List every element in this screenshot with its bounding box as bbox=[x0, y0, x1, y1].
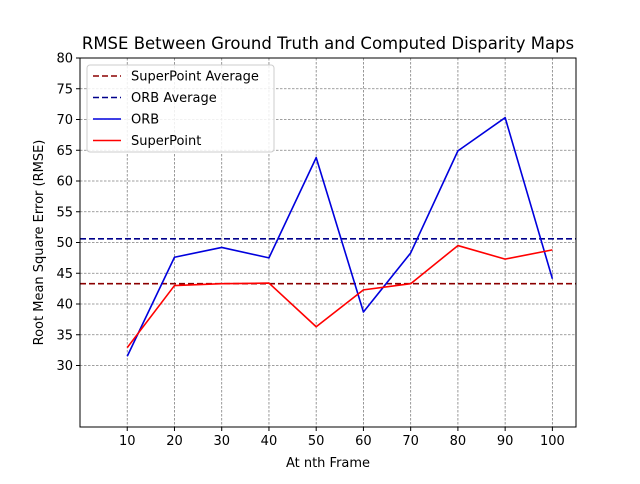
y-axis-title: Root Mean Square Error (RMSE) bbox=[32, 140, 47, 346]
x-tick-label: 20 bbox=[166, 434, 183, 449]
x-tick-label: 50 bbox=[308, 434, 325, 449]
y-tick-label: 30 bbox=[56, 359, 73, 374]
x-tick-label: 30 bbox=[213, 434, 230, 449]
x-tick-label: 60 bbox=[355, 434, 372, 449]
x-tick-label: 80 bbox=[450, 434, 467, 449]
x-tick-label: 90 bbox=[497, 434, 514, 449]
superpoint-series-line bbox=[126, 244, 553, 349]
axis-ticks: 10 20 30 40 50 60 70 80 90 100 30 35 40 45 50 55 60 65 70 7… bbox=[56, 52, 564, 450]
y-tick-label: 50 bbox=[56, 236, 73, 251]
legend-label: ORB Average bbox=[131, 91, 217, 106]
y-tick-label: 35 bbox=[56, 328, 73, 343]
y-tick-label: 75 bbox=[56, 82, 73, 97]
chart-title: RMSE Between Ground Truth and Computed D… bbox=[82, 34, 574, 53]
legend: SuperPoint Average ORB Average ORB SuperPoi… bbox=[86, 64, 275, 153]
x-tick-label: 70 bbox=[402, 434, 419, 449]
legend-box bbox=[86, 64, 275, 153]
y-tick-label: 45 bbox=[56, 267, 73, 282]
legend-label: ORB bbox=[131, 113, 159, 128]
series-lines bbox=[126, 116, 554, 357]
legend-label: SuperPoint bbox=[131, 134, 201, 149]
x-tick-label: 40 bbox=[261, 434, 278, 449]
x-axis-title: At nth Frame bbox=[286, 456, 370, 471]
orb-series-line bbox=[126, 116, 554, 357]
y-tick-label: 80 bbox=[56, 52, 73, 67]
y-tick-label: 65 bbox=[56, 144, 73, 159]
y-tick-label: 55 bbox=[56, 205, 73, 220]
y-tick-label: 60 bbox=[56, 175, 73, 190]
x-tick-label: 100 bbox=[540, 434, 565, 449]
x-tick-label: 10 bbox=[119, 434, 136, 449]
legend-label: SuperPoint Average bbox=[131, 70, 259, 85]
y-tick-label: 70 bbox=[56, 113, 73, 128]
y-tick-label: 40 bbox=[56, 298, 73, 313]
